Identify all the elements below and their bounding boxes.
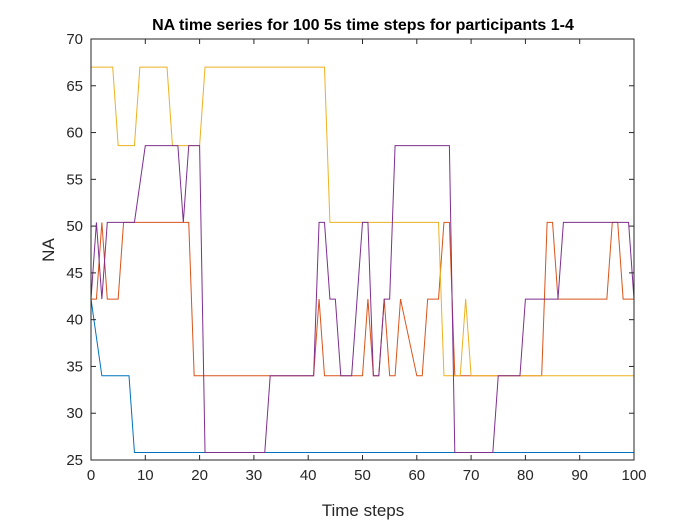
x-tick-label: 90 <box>571 467 588 484</box>
chart-title: NA time series for 100 5s time steps for… <box>152 17 574 34</box>
x-axis-label: Time steps <box>322 501 405 520</box>
series-3-line <box>91 66 634 377</box>
series-4-line <box>90 145 635 454</box>
y-tick-label: 50 <box>66 218 83 235</box>
y-axis-ticks: 25 30 35 40 45 50 55 60 65 70 <box>66 31 634 469</box>
x-tick-label: 100 <box>621 467 646 484</box>
y-tick-label: 65 <box>66 78 83 95</box>
x-tick-label: 10 <box>137 467 154 484</box>
y-axis-label: NA <box>39 238 58 262</box>
series-layer <box>90 66 635 454</box>
x-tick-label: 40 <box>300 467 317 484</box>
y-tick-label: 25 <box>66 452 83 469</box>
series-2-line <box>91 221 634 377</box>
y-tick-label: 70 <box>66 31 83 48</box>
plot-area <box>90 38 635 461</box>
y-tick-label: 55 <box>66 171 83 188</box>
y-tick-label: 45 <box>66 265 83 282</box>
x-tick-label: 60 <box>408 467 425 484</box>
series-1-line <box>90 299 634 454</box>
x-tick-label: 50 <box>354 467 371 484</box>
x-tick-label: 20 <box>191 467 208 484</box>
axes-background <box>91 39 634 460</box>
y-tick-label: 60 <box>66 125 83 142</box>
x-tick-label: 70 <box>463 467 480 484</box>
y-tick-label: 40 <box>66 312 83 329</box>
x-tick-label: 30 <box>246 467 263 484</box>
y-tick-label: 35 <box>66 358 83 375</box>
y-tick-label: 30 <box>66 405 83 422</box>
x-tick-label: 80 <box>517 467 534 484</box>
x-tick-label: 0 <box>87 467 95 484</box>
x-axis-ticks: 0 10 20 30 40 50 60 70 80 90 100 <box>87 39 647 484</box>
